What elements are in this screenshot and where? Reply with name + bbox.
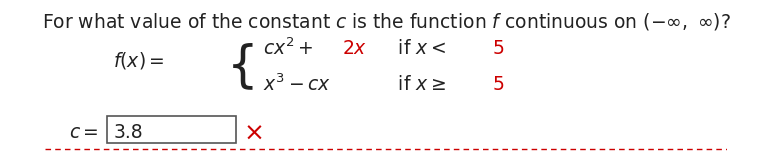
- Text: $\times$: $\times$: [243, 121, 263, 145]
- FancyBboxPatch shape: [107, 116, 236, 143]
- Text: For what value of the constant $c$ is the function $f$ continuous on $(-\infty,\: For what value of the constant $c$ is th…: [42, 11, 730, 32]
- Text: $x^3 - cx$: $x^3 - cx$: [263, 74, 331, 95]
- Text: $5$: $5$: [492, 39, 504, 58]
- Text: if $x <$: if $x <$: [386, 39, 446, 58]
- Text: $f(x) = $: $f(x) = $: [113, 50, 164, 71]
- Text: $c = $: $c = $: [69, 123, 99, 142]
- Text: if $x \geq$: if $x \geq$: [386, 75, 446, 94]
- Text: $2x$: $2x$: [342, 39, 367, 58]
- Text: 3.8: 3.8: [113, 123, 143, 142]
- Text: $cx^2 + $: $cx^2 + $: [263, 38, 314, 59]
- Text: $\{$: $\{$: [225, 41, 253, 92]
- Text: $5$: $5$: [492, 75, 504, 94]
